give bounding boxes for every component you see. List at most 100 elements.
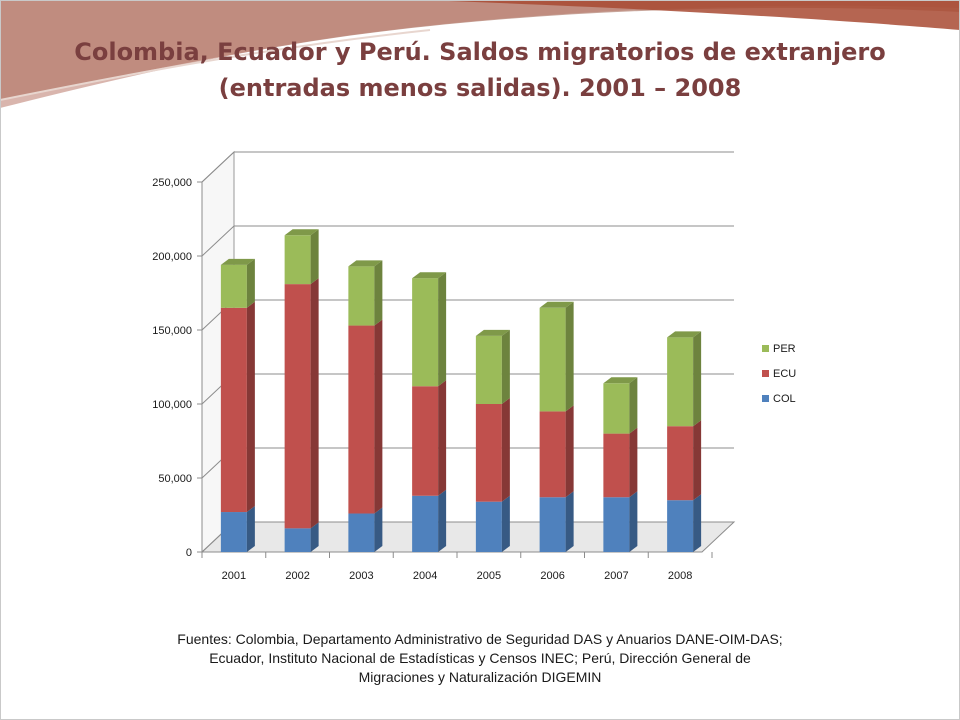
bar-front-face [475, 404, 502, 502]
bar-side-face [629, 427, 638, 498]
bar-front-face [284, 235, 311, 285]
x-tick-label: 2002 [285, 570, 309, 582]
legend-swatch-col [762, 395, 769, 402]
bar-side-face [693, 494, 702, 552]
bar-side-face [501, 495, 510, 552]
source-line-3: Migraciones y Naturalización DIGEMIN [358, 669, 602, 685]
bar-front-face [539, 307, 566, 412]
bar-top-face [412, 272, 447, 279]
bar-segment-ecu-2004 [412, 380, 447, 496]
bar-side-face [310, 522, 319, 552]
chart-legend: PER ECU COL [762, 343, 796, 405]
legend-swatch-ecu [762, 370, 769, 377]
bar-front-face [539, 497, 566, 552]
bar-segment-col-2007 [603, 491, 638, 552]
bar-segment-per-2004 [412, 272, 447, 387]
bar-side-face [565, 301, 574, 412]
bar-segment-col-2001 [220, 506, 255, 552]
x-tick-label: 2001 [222, 570, 246, 582]
legend-label-per: PER [773, 343, 796, 355]
bar-front-face [348, 325, 375, 514]
title-line-1: Colombia, Ecuador y Perú. Saldos migrato… [74, 38, 886, 66]
bar-segment-ecu-2008 [667, 420, 702, 501]
bar-front-face [667, 426, 694, 501]
bar-side-face [565, 405, 574, 498]
bar-side-face [310, 229, 319, 285]
bar-side-face [565, 491, 574, 552]
y-tick-label: 200,000 [152, 251, 192, 263]
chart-gridlines [200, 150, 736, 554]
chart-floor [200, 521, 736, 553]
y-tick-label: 100,000 [152, 399, 192, 411]
bar-segment-col-2002 [284, 522, 319, 552]
bar-side-face [501, 329, 510, 404]
bar-segment-per-2007 [603, 377, 638, 434]
source-note: Fuentes: Colombia, Departamento Administ… [130, 630, 830, 687]
x-tick-label: 2008 [668, 570, 692, 582]
chart-tick-labels: 0 50,000 100,000 150,000 200,000 250,000 2001 2… [152, 177, 692, 582]
bar-side-face [629, 491, 638, 552]
bar-side-face [374, 507, 383, 552]
slide-title: Colombia, Ecuador y Perú. Saldos migrato… [60, 34, 900, 106]
bar-front-face [539, 411, 566, 498]
source-line-2: Ecuador, Instituto Nacional de Estadísti… [209, 650, 751, 666]
bar-side-face [374, 319, 383, 514]
x-tick-label: 2005 [477, 570, 501, 582]
y-tick-label: 0 [186, 547, 192, 559]
bar-segment-per-2005 [475, 329, 510, 404]
legend-label-ecu: ECU [773, 368, 796, 380]
legend-swatch-per [762, 345, 769, 352]
bar-segment-col-2004 [412, 489, 447, 552]
chart-bars [220, 229, 702, 552]
bar-segment-ecu-2007 [603, 427, 638, 498]
bar-top-face [220, 258, 255, 265]
y-tick-label: 150,000 [152, 325, 192, 337]
bar-top-face [603, 377, 638, 384]
bar-front-face [603, 497, 630, 552]
bar-top-face [284, 229, 319, 236]
gridline [201, 151, 734, 183]
bar-side-face [246, 258, 255, 308]
bar-front-face [412, 278, 439, 387]
bar-segment-per-2006 [539, 301, 574, 412]
bar-front-face [603, 383, 630, 434]
bar-segment-ecu-2001 [220, 301, 255, 513]
bar-front-face [220, 512, 247, 552]
bar-front-face [667, 500, 694, 552]
x-tick-label: 2007 [604, 570, 628, 582]
bar-side-face [438, 272, 447, 387]
bar-side-face [629, 377, 638, 434]
bar-top-face [667, 331, 702, 338]
bar-side-face [374, 260, 383, 326]
bar-segment-ecu-2003 [348, 319, 383, 514]
bar-front-face [412, 386, 439, 496]
bar-segment-per-2001 [220, 258, 255, 308]
header-swoosh-decoration [0, 0, 960, 108]
bar-side-face [693, 331, 702, 427]
bar-front-face [284, 528, 311, 552]
bar-front-face [348, 513, 375, 552]
bar-side-face [310, 278, 319, 529]
bar-side-face [438, 380, 447, 496]
x-tick-label: 2006 [540, 570, 564, 582]
bar-segment-col-2008 [667, 494, 702, 552]
y-tick-label: 50,000 [158, 473, 192, 485]
bar-side-face [246, 506, 255, 552]
bar-front-face [348, 266, 375, 326]
bar-front-face [667, 337, 694, 427]
bar-side-face [438, 489, 447, 552]
bar-front-face [284, 284, 311, 529]
bar-front-face [603, 433, 630, 498]
bar-segment-ecu-2006 [539, 405, 574, 498]
bar-front-face [475, 335, 502, 404]
bar-segment-per-2002 [284, 229, 319, 285]
bar-top-face [348, 260, 383, 267]
bar-segment-col-2003 [348, 507, 383, 552]
bar-segment-ecu-2002 [284, 278, 319, 529]
source-line-1: Fuentes: Colombia, Departamento Administ… [177, 631, 783, 647]
bar-segment-per-2008 [667, 331, 702, 427]
y-tick-label: 250,000 [152, 177, 192, 189]
x-tick-label: 2003 [349, 570, 373, 582]
bar-front-face [475, 501, 502, 552]
